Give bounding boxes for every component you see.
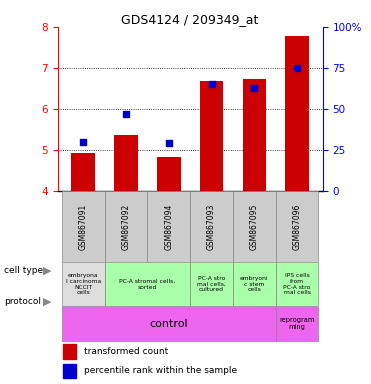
Text: PC-A stromal cells,
sorted: PC-A stromal cells, sorted bbox=[119, 279, 175, 290]
Bar bbox=[63, 364, 76, 378]
Text: ▶: ▶ bbox=[43, 296, 51, 306]
Bar bbox=[285, 36, 309, 191]
Bar bbox=[62, 262, 105, 306]
Text: control: control bbox=[150, 319, 188, 329]
Text: PC-A stro
mal cells,
cultured: PC-A stro mal cells, cultured bbox=[197, 276, 226, 293]
Bar bbox=[157, 157, 181, 191]
Bar bbox=[233, 191, 276, 262]
Bar bbox=[63, 344, 76, 359]
Bar bbox=[276, 191, 318, 262]
Point bbox=[166, 140, 172, 146]
Text: protocol: protocol bbox=[4, 297, 41, 306]
Text: GSM867093: GSM867093 bbox=[207, 204, 216, 250]
Bar bbox=[105, 262, 190, 306]
Point bbox=[123, 111, 129, 117]
Point bbox=[251, 84, 257, 91]
Text: embryoni
c stem
cells: embryoni c stem cells bbox=[240, 276, 269, 293]
Point bbox=[294, 65, 300, 71]
Text: GSM867092: GSM867092 bbox=[121, 204, 131, 250]
Text: GSM867095: GSM867095 bbox=[250, 204, 259, 250]
Text: GSM867094: GSM867094 bbox=[164, 204, 173, 250]
Bar bbox=[276, 306, 318, 342]
Bar bbox=[190, 191, 233, 262]
Bar bbox=[105, 191, 147, 262]
Bar bbox=[190, 262, 233, 306]
Text: GSM867091: GSM867091 bbox=[79, 204, 88, 250]
Bar bbox=[233, 262, 276, 306]
Bar bbox=[71, 152, 95, 191]
Title: GDS4124 / 209349_at: GDS4124 / 209349_at bbox=[121, 13, 259, 26]
Bar bbox=[62, 306, 276, 342]
Text: percentile rank within the sample: percentile rank within the sample bbox=[84, 366, 237, 376]
Bar bbox=[62, 191, 105, 262]
Text: cell type: cell type bbox=[4, 266, 43, 275]
Text: reprogram
ming: reprogram ming bbox=[279, 317, 315, 330]
Point bbox=[209, 81, 214, 87]
Bar bbox=[243, 79, 266, 191]
Text: ▶: ▶ bbox=[43, 266, 51, 276]
Bar bbox=[276, 262, 318, 306]
Text: embryona
l carcinoma
NCCIT
cells: embryona l carcinoma NCCIT cells bbox=[66, 273, 101, 295]
Text: transformed count: transformed count bbox=[84, 347, 168, 356]
Point bbox=[80, 139, 86, 145]
Text: IPS cells
from
PC-A stro
mal cells: IPS cells from PC-A stro mal cells bbox=[283, 273, 311, 295]
Text: GSM867096: GSM867096 bbox=[293, 204, 302, 250]
Bar bbox=[114, 136, 138, 191]
Bar bbox=[200, 81, 223, 191]
Bar bbox=[147, 191, 190, 262]
